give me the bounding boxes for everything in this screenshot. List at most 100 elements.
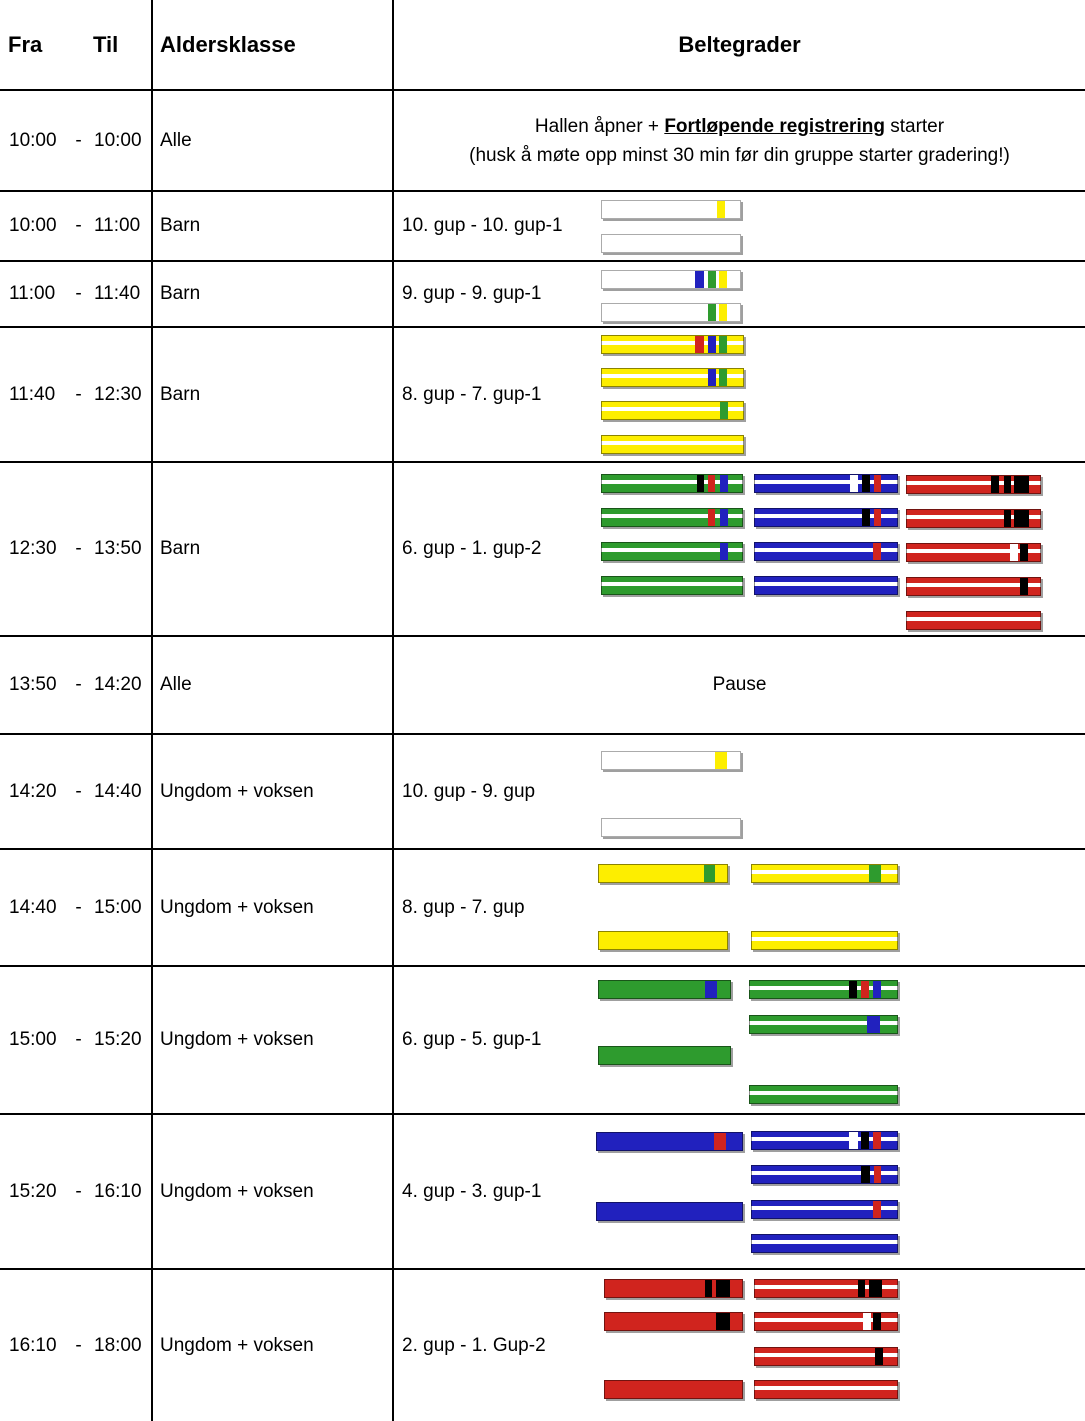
ageclass-label: Ungdom + voksen [160,1029,314,1050]
time-from: 15:20 [9,1180,57,1202]
beltegrader-cell: 2. gup - 1. Gup-2 [394,1270,1085,1421]
time-cell: 15:20-16:10 [0,1115,151,1268]
time-to: 15:00 [94,896,142,918]
black-stripe [697,475,704,492]
pause-label: Pause [712,674,767,695]
time-cell: 11:00-11:40 [0,262,151,326]
beltegrader-cell: 8. gup - 7. gup [394,850,1085,965]
black-stripe [858,1280,865,1297]
green-stripe [704,865,715,882]
time-from: 16:10 [9,1334,57,1356]
time-cell: 13:50-14:20 [0,637,151,733]
yellow-stripe [719,271,727,288]
green-belt [601,576,743,595]
time-dash: - [75,215,82,236]
table-row: 15:00-15:20 Ungdom + voksen 6. gup - 5. gu… [0,965,1085,1113]
notice-line-2: (husk å møte opp minst 30 min før din gr… [469,144,1010,166]
gup-range-label: 8. gup - 7. gup-1 [402,383,542,405]
red-belt [754,1380,898,1399]
notice-line-1: Hallen åpner + Fortløpende registrering … [535,112,944,141]
red-belt [906,509,1041,528]
blue-stripe [720,475,728,492]
time-dash: - [75,129,82,151]
red-belt [604,1279,743,1298]
header-ageclass-cell: Aldersklasse [153,0,399,89]
red-belt [906,611,1041,630]
green-stripe [719,369,727,386]
black-stripe [862,509,870,526]
blue-stripe [720,543,728,560]
ageclass-cell: Barn [153,328,392,461]
black-stripe [716,1313,730,1330]
yellow-belt [601,335,744,354]
gup-range-label: 9. gup - 9. gup-1 [402,283,542,304]
ageclass-label: Ungdom + voksen [160,1180,314,1202]
yellow-stripe [717,201,725,218]
white-belt [601,200,741,219]
time-from: 12:30 [9,538,57,559]
time-cell: 14:40-15:00 [0,850,151,965]
white-stripe [850,475,858,492]
beltegrader-cell: 10. gup - 9. gup [394,735,1085,848]
red-belt [906,543,1041,562]
time-dash: - [75,780,82,802]
yellow-belt [601,435,744,454]
blue-belt [751,1234,898,1253]
red-stripe [708,475,715,492]
yellow-belt [598,931,728,950]
green-belt [749,1015,898,1034]
beltegrader-cell: 4. gup - 3. gup-1 [394,1115,1085,1268]
time-to: 18:00 [94,1334,142,1356]
time-dash: - [75,383,82,405]
green-stripe [708,271,716,288]
red-stripe [861,981,869,998]
table-row: 11:00-11:40 Barn 9. gup - 9. gup-1 [0,260,1085,326]
yellow-stripe [719,304,727,321]
red-stripe [873,543,881,560]
time-from: 11:00 [9,283,56,304]
table-row: 15:20-16:10 Ungdom + voksen 4. gup - 3. gu… [0,1113,1085,1268]
time-from: 14:20 [9,780,57,802]
ageclass-label: Barn [160,383,201,405]
blue-belt [596,1132,743,1151]
red-stripe [708,509,715,526]
green-belt [598,1046,731,1065]
ageclass-cell: Ungdom + voksen [153,1270,392,1421]
yellow-belt [598,864,728,883]
green-belt [598,980,731,999]
table-row: 11:40-12:30 Barn 8. gup - 7. gup-1 [0,326,1085,461]
blue-stripe [695,271,704,288]
ageclass-cell: Alle [153,91,392,190]
blue-belt [751,1200,898,1219]
black-stripe [1014,510,1029,527]
header-aldersklasse: Aldersklasse [160,31,296,57]
time-cell: 11:40-12:30 [0,328,151,461]
time-cell: 10:00-10:00 [0,91,151,190]
red-belt [754,1312,898,1331]
red-stripe [714,1133,726,1150]
ageclass-label: Barn [160,538,201,559]
white-stripe [1010,544,1018,561]
black-stripe [1020,578,1028,595]
red-stripe [874,1166,881,1183]
header-beltegrader: Beltegrader [678,31,801,57]
yellow-belt [601,368,744,387]
blue-stripe [708,336,716,353]
black-stripe [875,1348,883,1365]
table-row: 13:50-14:20 Alle Pause [0,635,1085,733]
black-stripe [849,981,857,998]
time-to: 12:30 [94,383,142,405]
ageclass-label: Ungdom + voksen [160,1334,314,1356]
white-belt [601,234,741,253]
blue-stripe [873,981,881,998]
time-to: 10:00 [94,129,142,151]
gup-range-label: 4. gup - 3. gup-1 [402,1180,542,1202]
notice-line1-strong: Fortløpende registrering [664,115,885,137]
time-from: 10:00 [9,129,57,151]
time-to: 16:10 [94,1180,142,1202]
black-stripe [1014,476,1029,493]
time-dash: - [75,896,82,918]
ageclass-label: Barn [160,283,201,304]
ageclass-label: Alle [160,674,192,695]
green-stripe [719,336,727,353]
